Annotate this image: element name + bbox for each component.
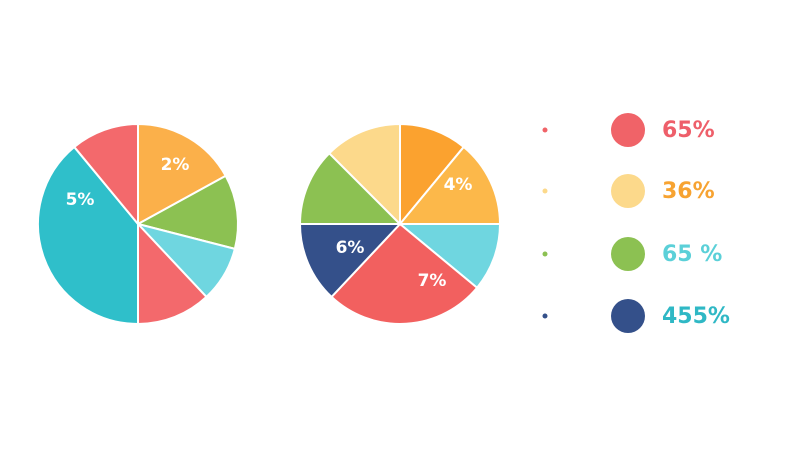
pie-slice (327, 122, 401, 227)
slice-annotation: 5% (66, 190, 95, 210)
pie-slice (298, 151, 403, 225)
legend-swatch (611, 237, 645, 271)
legend-label: 65 % (662, 242, 722, 267)
pie-slice (72, 122, 139, 227)
slice-annotation: 2% (161, 155, 190, 175)
pie-slice (37, 145, 139, 326)
pie-slice (298, 223, 403, 299)
legend-dot (542, 188, 548, 194)
pie-slice (135, 174, 239, 251)
legend-dot (542, 313, 548, 319)
legend-label: 65% (662, 118, 715, 143)
pie-slice (399, 122, 466, 227)
pie-slice (397, 145, 502, 225)
legend-swatch (611, 174, 645, 208)
slice-annotation: 4% (444, 175, 473, 195)
slice-annotation: 7% (418, 271, 447, 291)
legend-label: 455% (662, 304, 730, 329)
legend-label: 36% (662, 179, 715, 204)
slice-annotation: 6% (336, 238, 365, 258)
legend-swatch (611, 113, 645, 147)
pie-slice (137, 122, 227, 226)
legend-swatch (611, 299, 645, 333)
pie-slice (137, 221, 208, 326)
legend-dot (542, 127, 548, 133)
pie-slice (330, 222, 479, 325)
legend-dot (542, 251, 548, 257)
pie-slice (397, 223, 502, 290)
